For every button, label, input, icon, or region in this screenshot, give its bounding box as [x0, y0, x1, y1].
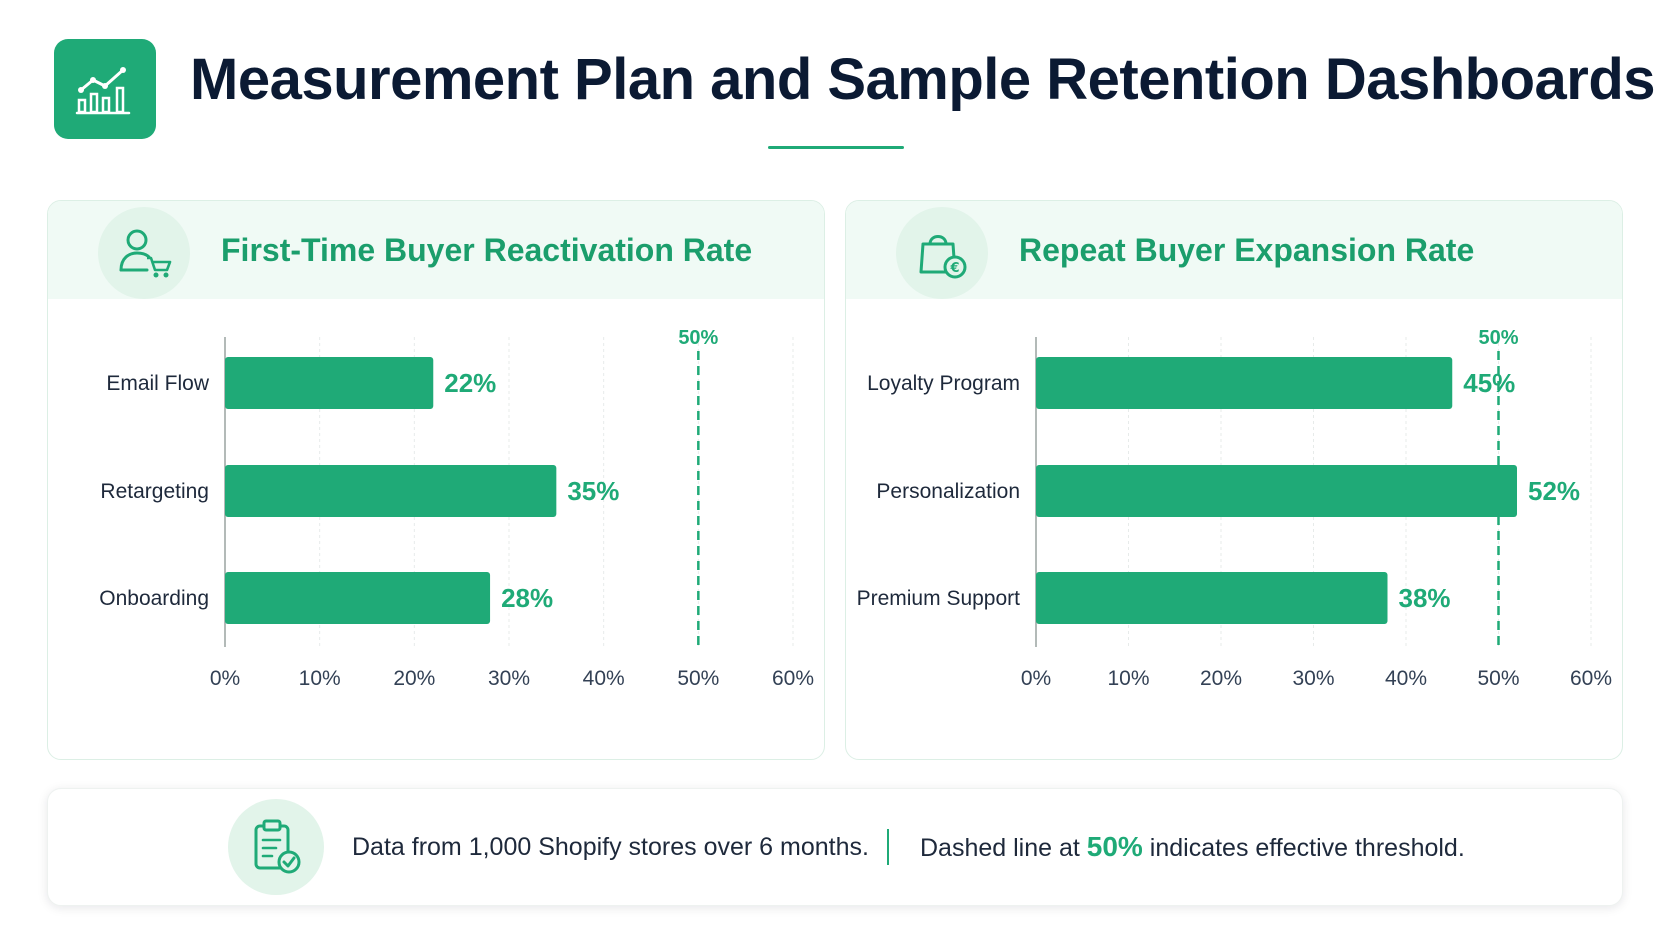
x-tick-label: 0%	[210, 667, 240, 690]
bar-chart-reactivation: 0% 10% 20% 30% 40% 50% 60% 50% Email Flow 22% Reta…	[99, 327, 814, 690]
user-cart-icon	[119, 229, 172, 278]
bar	[1036, 357, 1453, 409]
x-tick-label: 40%	[583, 667, 625, 690]
footer-threshold-note: Dashed line at 50% indicates effective t…	[920, 823, 1465, 871]
x-tick-label: 30%	[1292, 667, 1334, 690]
x-tick-label: 30%	[488, 667, 530, 690]
threshold-label: 50%	[678, 327, 718, 349]
threshold-note-suffix: indicates effective threshold.	[1142, 834, 1465, 862]
footer-divider	[887, 829, 889, 865]
svg-text:€: €	[949, 261, 959, 276]
data-label: 52%	[1528, 476, 1580, 506]
x-tick-label: 40%	[1385, 667, 1427, 690]
data-label: 35%	[567, 476, 619, 506]
chart-panel-reactivation: First-Time Buyer Reactivation Rate 0% 10%…	[47, 200, 825, 760]
panel-header: € Repeat Buyer Expansion Rate	[846, 201, 1622, 299]
x-tick-label: 10%	[1107, 667, 1149, 690]
data-label: 45%	[1463, 368, 1515, 398]
footer-icon-badge	[228, 799, 324, 895]
panel-header: First-Time Buyer Reactivation Rate	[48, 201, 824, 299]
bar	[1036, 572, 1388, 624]
data-label: 22%	[444, 368, 496, 398]
title-underline	[768, 146, 904, 149]
x-tick-label: 10%	[299, 667, 341, 690]
bar	[225, 572, 491, 624]
footer-note: Data from 1,000 Shopify stores over 6 mo…	[47, 788, 1623, 906]
header-logo	[54, 39, 156, 139]
shopping-bag-money-icon: €	[919, 235, 967, 279]
chart-title: Repeat Buyer Expansion Rate	[1019, 232, 1475, 268]
x-tick-label: 50%	[677, 667, 719, 690]
category-label: Email Flow	[106, 372, 210, 395]
category-label: Personalization	[876, 480, 1020, 503]
category-label: Loyalty Program	[867, 372, 1020, 395]
threshold-note-prefix: Dashed line at	[920, 834, 1087, 862]
category-label: Retargeting	[100, 480, 209, 503]
bar	[225, 465, 557, 517]
footer-source-note: Data from 1,000 Shopify stores over 6 mo…	[352, 833, 869, 861]
threshold-value: 50%	[1086, 831, 1143, 862]
bar-chart-expansion: 0% 10% 20% 30% 40% 50% 60% 50% Loyalty Program 45…	[857, 327, 1612, 690]
x-tick-label: 20%	[1200, 667, 1242, 690]
x-tick-label: 50%	[1477, 667, 1519, 690]
bar	[225, 357, 434, 409]
x-tick-label: 60%	[1570, 667, 1612, 690]
category-label: Premium Support	[857, 587, 1021, 610]
category-label: Onboarding	[99, 587, 209, 610]
page-title: Measurement Plan and Sample Retention Da…	[190, 47, 1656, 112]
x-tick-label: 20%	[393, 667, 435, 690]
threshold-label: 50%	[1478, 327, 1518, 349]
bar	[1036, 465, 1517, 517]
chart-panel-expansion: € Repeat Buyer Expansion Rate 0% 10% 20% 30…	[845, 200, 1623, 760]
panel-icon-badge	[98, 207, 190, 299]
chart-title: First-Time Buyer Reactivation Rate	[221, 232, 753, 268]
clipboard-check-icon	[254, 819, 301, 874]
data-label: 28%	[501, 583, 553, 613]
data-label: 38%	[1399, 583, 1451, 613]
chart-growth-icon	[75, 67, 131, 115]
x-tick-label: 60%	[772, 667, 814, 690]
x-tick-label: 0%	[1021, 667, 1051, 690]
panel-icon-badge: €	[896, 207, 988, 299]
